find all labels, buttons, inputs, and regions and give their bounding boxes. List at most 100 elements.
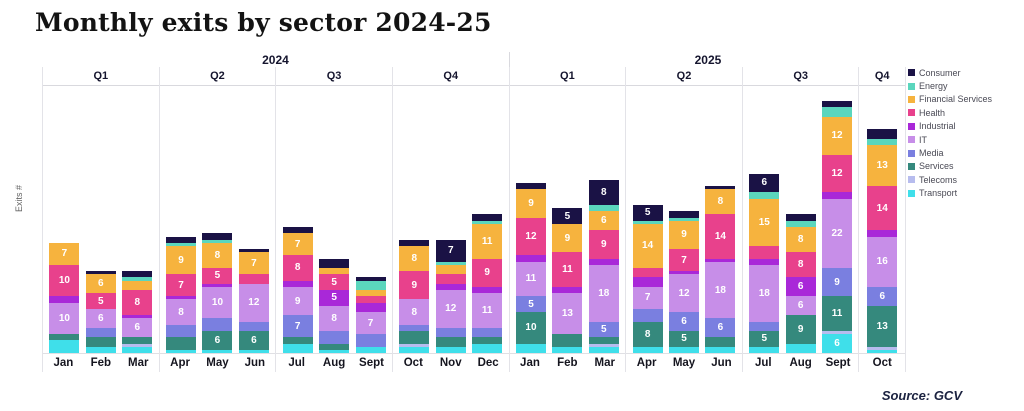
- bar-segment-it[interactable]: 13: [552, 293, 583, 335]
- legend-item-consumer[interactable]: Consumer: [908, 66, 1020, 79]
- bar-segment-media[interactable]: 5: [515, 296, 546, 313]
- bar-segment-transport[interactable]: [238, 349, 269, 353]
- bar-segment-it[interactable]: 11: [515, 261, 546, 297]
- bar-segment-transport[interactable]: [85, 346, 116, 353]
- bar-segment-services[interactable]: [705, 337, 736, 347]
- bar-segment-financial-services[interactable]: 11: [472, 223, 503, 259]
- bar-segment-industrial[interactable]: [588, 258, 619, 265]
- bar-segment-energy[interactable]: [749, 192, 780, 199]
- bar-segment-consumer[interactable]: [202, 233, 233, 240]
- bar-segment-health[interactable]: [238, 274, 269, 284]
- bar-segment-transport[interactable]: [282, 343, 313, 353]
- legend-item-health[interactable]: Health: [908, 106, 1020, 119]
- bar-segment-it[interactable]: 12: [435, 290, 466, 328]
- bar-segment-transport[interactable]: [166, 349, 197, 353]
- bar-segment-it[interactable]: 6: [85, 308, 116, 328]
- bar-segment-it[interactable]: 7: [632, 286, 663, 309]
- bar-segment-industrial[interactable]: [669, 271, 700, 275]
- bar-segment-telecoms[interactable]: [822, 330, 853, 335]
- bar-segment-financial-services[interactable]: [122, 280, 153, 291]
- bar-segment-transport[interactable]: [867, 349, 898, 353]
- bar-segment-services[interactable]: 5: [669, 330, 700, 347]
- bar-segment-media[interactable]: 6: [669, 312, 700, 331]
- bar-segment-it[interactable]: 12: [669, 274, 700, 313]
- bar-segment-it[interactable]: 18: [588, 264, 619, 322]
- bar-segment-media[interactable]: [749, 321, 780, 331]
- bar-segment-consumer[interactable]: [238, 249, 269, 253]
- bar-segment-services[interactable]: [49, 334, 80, 341]
- bar-segment-financial-services[interactable]: 6: [85, 274, 116, 294]
- bar-segment-financial-services[interactable]: 8: [202, 242, 233, 268]
- bar-segment-media[interactable]: [472, 327, 503, 338]
- bar-segment-services[interactable]: [122, 337, 153, 344]
- bar-segment-it[interactable]: 8: [319, 305, 350, 331]
- bar-segment-industrial[interactable]: [472, 286, 503, 294]
- bar-segment-energy[interactable]: [588, 205, 619, 212]
- bar-segment-financial-services[interactable]: 12: [822, 116, 853, 155]
- bar-segment-health[interactable]: [632, 268, 663, 278]
- bar-segment-services[interactable]: [85, 337, 116, 347]
- bar-segment-telecoms[interactable]: [588, 343, 619, 347]
- bar-segment-it[interactable]: 12: [238, 283, 269, 322]
- bar-segment-it[interactable]: 9: [282, 286, 313, 316]
- bar-segment-transport[interactable]: [588, 346, 619, 353]
- bar-segment-transport[interactable]: [749, 346, 780, 353]
- bar-segment-consumer[interactable]: [166, 236, 197, 243]
- bar-segment-consumer[interactable]: [867, 129, 898, 139]
- bar-segment-services[interactable]: 13: [867, 305, 898, 347]
- bar-segment-services[interactable]: [435, 337, 466, 347]
- bar-segment-it[interactable]: 11: [472, 293, 503, 328]
- bar-segment-media[interactable]: 9: [822, 267, 853, 297]
- bar-segment-services[interactable]: [399, 330, 430, 344]
- legend-item-it[interactable]: IT: [908, 133, 1020, 146]
- stacked-bar-Jan-2024[interactable]: 10 10 7: [49, 242, 80, 353]
- bar-segment-financial-services[interactable]: 6: [588, 211, 619, 231]
- bar-segment-financial-services[interactable]: 8: [785, 227, 816, 253]
- bar-segment-energy[interactable]: [355, 280, 386, 291]
- legend-item-transport[interactable]: Transport: [908, 187, 1020, 200]
- bar-segment-industrial[interactable]: [122, 315, 153, 319]
- bar-segment-services[interactable]: [166, 337, 197, 350]
- bar-segment-transport[interactable]: 6: [822, 334, 853, 353]
- bar-segment-transport[interactable]: [399, 346, 430, 353]
- bar-segment-services[interactable]: [552, 334, 583, 347]
- bar-segment-industrial[interactable]: [166, 296, 197, 300]
- stacked-bar-Feb-2025[interactable]: 13 11 9 5: [552, 208, 583, 353]
- bar-segment-industrial[interactable]: [355, 302, 386, 313]
- bar-segment-telecoms[interactable]: [867, 346, 898, 350]
- bar-segment-consumer[interactable]: [515, 182, 546, 190]
- bar-segment-health[interactable]: 8: [282, 255, 313, 281]
- bar-segment-transport[interactable]: [552, 346, 583, 353]
- bar-segment-financial-services[interactable]: 15: [749, 198, 780, 246]
- bar-segment-it[interactable]: 6: [785, 296, 816, 316]
- bar-segment-financial-services[interactable]: [319, 267, 350, 275]
- bar-segment-energy[interactable]: [122, 277, 153, 281]
- bar-segment-media[interactable]: [319, 330, 350, 344]
- bar-segment-media[interactable]: [355, 334, 386, 347]
- legend-item-media[interactable]: Media: [908, 146, 1020, 159]
- stacked-bar-Apr-2025[interactable]: 8 7 14 5: [632, 205, 663, 353]
- stacked-bar-Jun-2024[interactable]: 6 12 7: [238, 249, 269, 353]
- bar-segment-media[interactable]: [399, 324, 430, 331]
- bar-segment-industrial[interactable]: [552, 286, 583, 294]
- bar-segment-industrial[interactable]: [202, 283, 233, 287]
- bar-segment-transport[interactable]: [515, 343, 546, 353]
- bar-segment-health[interactable]: 14: [705, 214, 736, 259]
- legend-item-telecoms[interactable]: Telecoms: [908, 173, 1020, 186]
- bar-segment-financial-services[interactable]: 9: [669, 220, 700, 250]
- bar-segment-health[interactable]: 5: [202, 267, 233, 284]
- bar-segment-it[interactable]: 10: [49, 302, 80, 335]
- bar-segment-it[interactable]: 18: [705, 261, 736, 319]
- stacked-bar-Dec-2024[interactable]: 11 9 11: [472, 214, 503, 353]
- bar-segment-it[interactable]: 7: [355, 312, 386, 335]
- bar-segment-transport[interactable]: [472, 343, 503, 353]
- stacked-bar-May-2024[interactable]: 6 10 5 8: [202, 233, 233, 353]
- bar-segment-health[interactable]: 12: [822, 154, 853, 193]
- bar-segment-consumer[interactable]: 5: [552, 208, 583, 224]
- bar-segment-it[interactable]: 10: [202, 286, 233, 319]
- bar-segment-energy[interactable]: [472, 220, 503, 224]
- bar-segment-services[interactable]: 6: [202, 330, 233, 350]
- bar-segment-it[interactable]: 18: [749, 264, 780, 322]
- bar-segment-industrial[interactable]: [632, 277, 663, 287]
